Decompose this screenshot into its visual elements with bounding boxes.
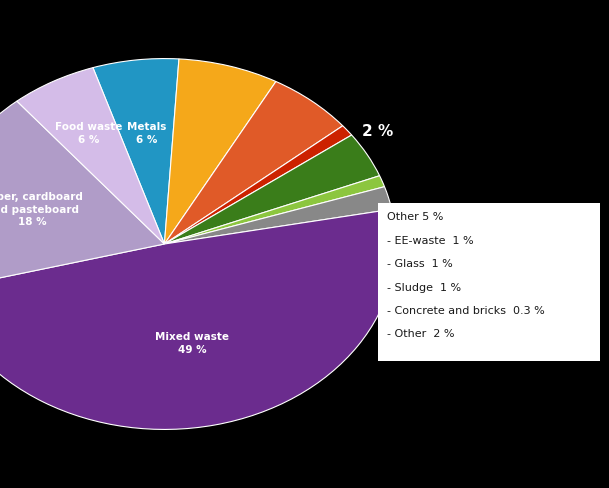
Text: - EE-waste  1 %: - EE-waste 1 % bbox=[387, 236, 473, 245]
Text: - Concrete and bricks  0.3 %: - Concrete and bricks 0.3 % bbox=[387, 306, 544, 316]
Wedge shape bbox=[164, 126, 351, 244]
Text: - Other  2 %: - Other 2 % bbox=[387, 329, 454, 339]
Wedge shape bbox=[164, 187, 392, 244]
Text: 2 %: 2 % bbox=[362, 124, 393, 139]
Text: Metals
6 %: Metals 6 % bbox=[127, 122, 167, 145]
Wedge shape bbox=[0, 209, 396, 429]
Text: - Sludge  1 %: - Sludge 1 % bbox=[387, 283, 461, 292]
Wedge shape bbox=[17, 68, 164, 244]
Wedge shape bbox=[164, 135, 379, 244]
Text: - Glass  1 %: - Glass 1 % bbox=[387, 259, 452, 269]
FancyBboxPatch shape bbox=[378, 203, 600, 361]
Wedge shape bbox=[0, 101, 164, 290]
Wedge shape bbox=[164, 176, 384, 244]
Text: Paper, cardboard
and pasteboard
18 %: Paper, cardboard and pasteboard 18 % bbox=[0, 192, 83, 227]
Text: Other 5 %: Other 5 % bbox=[387, 212, 443, 222]
Text: Food waste
6 %: Food waste 6 % bbox=[55, 122, 122, 145]
Text: Mixed waste
49 %: Mixed waste 49 % bbox=[155, 332, 229, 355]
Wedge shape bbox=[164, 59, 276, 244]
Wedge shape bbox=[164, 81, 343, 244]
Wedge shape bbox=[93, 59, 179, 244]
